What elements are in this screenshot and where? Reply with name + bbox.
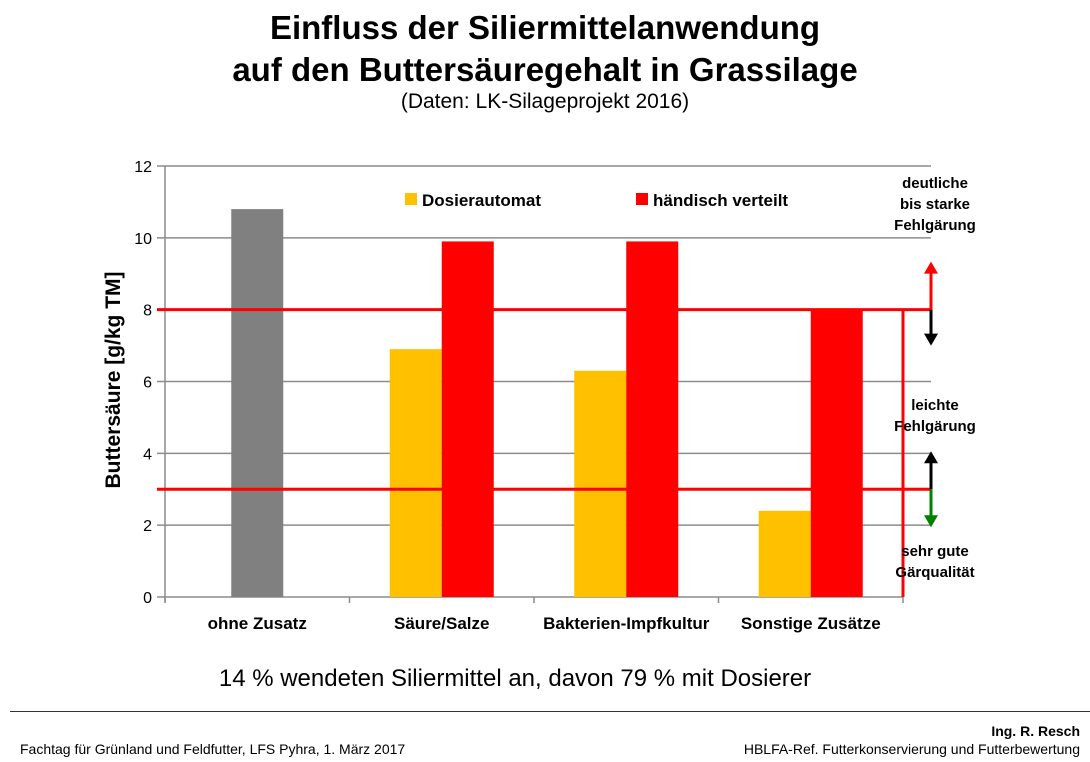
- zone-line: deutliche: [902, 175, 968, 192]
- y-tick-label: 2: [143, 518, 152, 535]
- x-tick-label: ohne Zusatz: [208, 614, 307, 633]
- footer-author: Ing. R. Resch: [991, 723, 1080, 739]
- bar: [574, 370, 627, 597]
- bar: [626, 241, 679, 598]
- zone-line: Fehlgärung: [894, 217, 976, 234]
- chart-title-line-1: Einfluss der Siliermittelanwendung: [269, 9, 821, 46]
- legend-swatch: [636, 193, 648, 205]
- bar: [231, 209, 284, 597]
- legend-label: Dosierautomat: [422, 191, 541, 210]
- chart-title-line-2: auf den Buttersäuregehalt in Grassilage: [232, 51, 858, 88]
- legend-label: händisch verteilt: [653, 191, 788, 210]
- arrow-up-icon: [924, 451, 938, 464]
- legend-swatch: [405, 193, 417, 205]
- zone-line: bis starke: [899, 196, 971, 213]
- y-tick-label: 6: [143, 375, 152, 392]
- zone-line: leichte: [911, 397, 959, 414]
- footer-institution: HBLFA-Ref. Futterkonservierung und Futte…: [743, 741, 1080, 757]
- zone-line: Gärqualität: [895, 564, 975, 581]
- arrow-up-icon: [924, 261, 938, 274]
- bar: [758, 510, 811, 597]
- bar: [810, 309, 863, 597]
- x-tick-label: Bakterien-Impfkultur: [543, 614, 710, 633]
- summary-note: 14 % wendeten Siliermittel an, davon 79 …: [218, 665, 812, 692]
- arrow-down-icon: [924, 515, 938, 528]
- bar: [389, 349, 442, 597]
- zone-line: Fehlgärung: [894, 418, 976, 435]
- x-tick-label: Sonstige Zusätze: [741, 614, 881, 633]
- zone-label-strong-fault: deutliche bis starke Fehlgärung: [855, 173, 1015, 236]
- y-tick-label: 4: [143, 446, 152, 463]
- arrow-down-icon: [924, 333, 938, 346]
- chart-subtitle: (Daten: LK-Silageprojekt 2016): [400, 90, 690, 113]
- zone-line: sehr gute: [901, 543, 969, 560]
- bar-chart: 0 2 4 6 8 10 12 ohne Zusatz Säure/Salze Bakterien…: [102, 159, 938, 633]
- y-tick-label: 8: [143, 303, 152, 320]
- zone-label-light-fault: leichte Fehlgärung: [855, 395, 1015, 437]
- bar: [441, 241, 494, 598]
- y-axis-label: Buttersäure [g/kg TM]: [102, 271, 125, 488]
- y-tick-label: 12: [134, 159, 152, 176]
- zone-label-very-good: sehr gute Gärqualität: [855, 541, 1015, 583]
- x-tick-label: Säure/Salze: [394, 614, 489, 633]
- y-tick-label: 0: [143, 590, 152, 607]
- footer-divider: [10, 711, 1090, 712]
- footer-event: Fachtag für Grünland und Feldfutter, LFS…: [20, 741, 406, 757]
- y-tick-label: 10: [134, 231, 152, 248]
